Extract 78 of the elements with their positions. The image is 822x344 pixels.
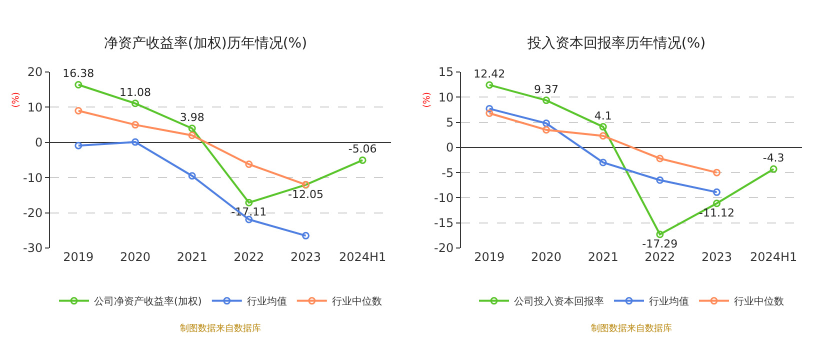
- x-tick-label: 2023: [290, 250, 322, 264]
- point: [188, 172, 196, 180]
- data-label: -4.3: [762, 152, 784, 165]
- point: [542, 96, 550, 104]
- data-label: -11.12: [699, 206, 734, 220]
- point: [599, 123, 607, 131]
- data-label: 9.37: [534, 82, 558, 96]
- point: [770, 165, 778, 173]
- x-tick-label: 2019: [474, 250, 505, 264]
- point: [132, 121, 139, 129]
- point: [486, 81, 494, 89]
- legend-label: 行业均值: [246, 296, 287, 308]
- legend-label: 公司净资产收益率(加权): [94, 296, 202, 308]
- y-tick-label: 0: [446, 140, 454, 155]
- point: [656, 230, 664, 238]
- x-tick-label: 2019: [63, 250, 94, 264]
- y-axis-title: (%): [422, 92, 432, 108]
- legend-label: 行业均值: [649, 296, 689, 308]
- x-tick-label: 2023: [701, 250, 732, 264]
- point: [132, 100, 139, 108]
- point: [713, 168, 720, 176]
- point: [542, 120, 550, 128]
- text: 制图数据来自数据库: [180, 323, 261, 334]
- y-tick-label: -10: [434, 190, 454, 205]
- point: [542, 126, 550, 134]
- legend-label: 公司投入资本回报率: [514, 296, 604, 308]
- data-label: 3.98: [180, 110, 204, 124]
- y-tick-label: 15: [438, 65, 454, 80]
- point: [599, 158, 607, 166]
- point: [245, 198, 253, 206]
- x-tick-label: 2024H1: [338, 250, 386, 264]
- x-tick-label: 2021: [176, 250, 208, 264]
- y-tick-label: -20: [434, 241, 454, 256]
- x-tick-label: 2021: [588, 250, 618, 264]
- y-tick-label: -5: [442, 166, 454, 180]
- data-label: 11.08: [120, 86, 151, 99]
- x-tick-label: 2022: [644, 250, 676, 264]
- y-axis-title: (%): [11, 92, 22, 108]
- point: [74, 106, 82, 114]
- data-label: -12.05: [288, 188, 324, 201]
- legend-label: 行业中位数: [332, 296, 382, 308]
- y-tick-label: 5: [446, 115, 454, 130]
- point: [132, 138, 139, 146]
- chart-title: 投入资本回报率历年情况(%): [526, 36, 706, 52]
- data-label: -5.06: [348, 142, 377, 156]
- point: [358, 156, 366, 164]
- point: [302, 232, 310, 240]
- data-label: 4.1: [594, 109, 612, 122]
- y-tick-label: 20: [27, 65, 43, 80]
- point: [656, 176, 664, 184]
- y-tick-label: -20: [22, 206, 43, 220]
- y-tick-label: 0: [34, 136, 43, 150]
- point: [486, 104, 494, 112]
- y-tick-label: -10: [22, 170, 43, 185]
- point: [74, 80, 82, 88]
- point: [656, 154, 664, 162]
- point: [74, 142, 82, 150]
- point: [599, 132, 607, 140]
- x-tick-label: 2020: [530, 250, 562, 264]
- point: [245, 160, 253, 168]
- point: [713, 200, 720, 208]
- y-tick-label: 10: [27, 100, 43, 114]
- point: [713, 188, 720, 196]
- data-label: 12.42: [474, 67, 506, 80]
- y-tick-label: -30: [22, 241, 43, 256]
- text: 制图数据来自数据库: [591, 323, 672, 334]
- y-tick-label: 10: [438, 90, 454, 104]
- point: [188, 124, 196, 132]
- chart-title: 净资产收益率(加权)历年情况(%): [104, 36, 308, 52]
- x-tick-label: 2020: [120, 250, 151, 264]
- data-label: -17.29: [642, 237, 678, 250]
- x-tick-label: 2024H1: [750, 250, 798, 264]
- point: [486, 109, 494, 117]
- x-tick-label: 2022: [234, 250, 264, 264]
- legend-label: 行业中位数: [734, 296, 784, 308]
- y-tick-label: -15: [434, 216, 454, 230]
- data-label: 16.38: [62, 67, 94, 80]
- point: [188, 132, 196, 140]
